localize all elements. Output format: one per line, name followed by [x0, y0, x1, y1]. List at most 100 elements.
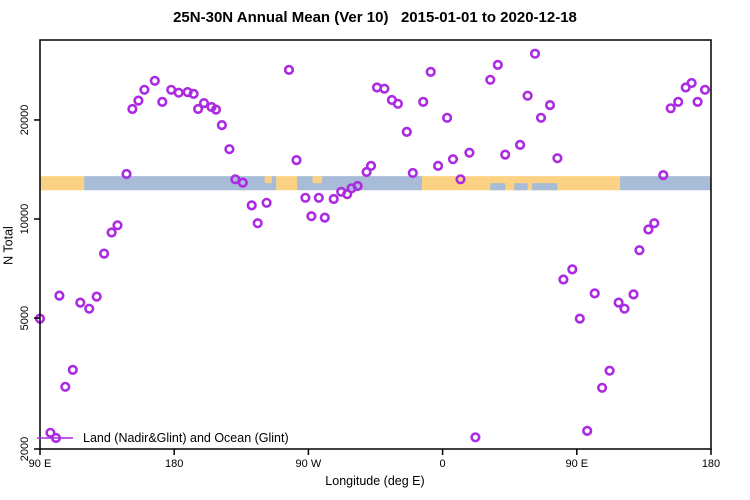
- data-point: [500, 149, 511, 160]
- map-band-sliver-land: [312, 176, 323, 184]
- data-point: [121, 168, 132, 180]
- legend-label: Land (Nadir&Glint) and Ocean (Glint): [83, 430, 289, 445]
- data-point: [464, 147, 475, 158]
- data-point: [319, 212, 330, 223]
- data-point: [365, 160, 377, 171]
- data-point: [582, 425, 593, 437]
- data-point: [313, 192, 324, 203]
- data-point: [686, 77, 697, 89]
- y-tick-label: 5000: [19, 306, 31, 330]
- data-point: [237, 177, 248, 188]
- data-point: [613, 297, 624, 308]
- data-point: [252, 218, 263, 229]
- data-point: [84, 303, 95, 314]
- data-point: [470, 432, 481, 443]
- data-point: [514, 139, 526, 150]
- data-point: [261, 197, 272, 208]
- x-tick-label: 90 W: [296, 458, 322, 470]
- data-point: [392, 98, 404, 109]
- map-band-segment-ocean: [620, 176, 711, 191]
- data-point: [596, 382, 608, 393]
- data-point: [658, 170, 669, 181]
- data-point: [485, 74, 496, 85]
- data-point: [198, 97, 210, 109]
- data-point: [328, 193, 339, 205]
- data-point: [60, 381, 71, 392]
- y-tick-label: 10000: [19, 204, 31, 235]
- map-band-sliver-ocean: [514, 183, 528, 191]
- data-point: [529, 48, 541, 59]
- data-point: [291, 155, 302, 166]
- data-point: [692, 96, 703, 107]
- data-point: [407, 167, 418, 179]
- data-point: [665, 103, 676, 114]
- data-point: [522, 90, 533, 101]
- data-point: [544, 99, 556, 111]
- data-point: [98, 248, 110, 259]
- data-point: [45, 427, 56, 438]
- data-point: [106, 227, 117, 238]
- data-point: [216, 119, 227, 131]
- data-point: [306, 211, 317, 222]
- data-point: [112, 220, 123, 231]
- map-band-segment-ocean: [84, 176, 277, 191]
- data-point: [149, 75, 160, 86]
- data-point: [619, 303, 630, 314]
- data-point: [67, 364, 78, 376]
- data-point: [401, 126, 412, 137]
- data-point: [634, 245, 645, 256]
- data-point: [604, 365, 615, 376]
- data-point: [574, 313, 585, 324]
- map-band-segment-land: [40, 176, 85, 191]
- data-point: [127, 103, 138, 115]
- data-point: [352, 180, 363, 192]
- data-point: [418, 96, 429, 107]
- data-point: [173, 87, 184, 98]
- data-point: [193, 103, 204, 115]
- map-band-sliver-ocean: [490, 183, 506, 191]
- data-point: [567, 264, 578, 275]
- y-tick-label: 20000: [19, 105, 31, 136]
- data-point: [210, 104, 222, 115]
- data-point: [91, 291, 102, 302]
- legend: Land (Nadir&Glint) and Ocean (Glint): [37, 429, 289, 446]
- data-point: [628, 289, 639, 300]
- data-point: [133, 95, 144, 106]
- data-point: [157, 96, 168, 107]
- data-point: [54, 290, 65, 301]
- data-point: [442, 112, 453, 123]
- data-point: [447, 154, 459, 165]
- data-point: [699, 84, 711, 95]
- data-point: [492, 59, 503, 71]
- y-tick-label: 2000: [19, 437, 31, 461]
- data-point: [552, 153, 563, 164]
- data-point: [425, 66, 436, 77]
- chart-title: 25N-30N Annual Mean (Ver 10) 2015-01-01 …: [173, 9, 577, 26]
- x-tick-label: 0: [440, 458, 446, 470]
- data-point: [673, 96, 684, 107]
- map-band-sliver-ocean: [532, 183, 558, 191]
- data-point: [224, 144, 235, 155]
- map-band-sliver-land: [264, 176, 272, 184]
- data-point: [188, 88, 199, 99]
- data-point: [75, 297, 86, 308]
- map-band-segment-land: [276, 176, 298, 191]
- x-tick-label: 90 E: [29, 458, 52, 470]
- data-point: [535, 112, 547, 123]
- data-point: [589, 288, 600, 299]
- data-point: [283, 64, 295, 75]
- x-tick-label: 180: [165, 458, 183, 470]
- data-point: [300, 192, 311, 203]
- x-tick-label: 90 E: [565, 458, 588, 470]
- y-axis-label: N Total: [1, 226, 16, 265]
- legend-marker-icon: [37, 432, 73, 444]
- data-point: [433, 160, 444, 171]
- x-axis-label: Longitude (deg E): [325, 474, 425, 488]
- data-point: [649, 218, 660, 229]
- data-point: [643, 224, 654, 235]
- data-point: [139, 84, 150, 95]
- plot-border: [39, 39, 712, 450]
- data-point: [246, 200, 257, 211]
